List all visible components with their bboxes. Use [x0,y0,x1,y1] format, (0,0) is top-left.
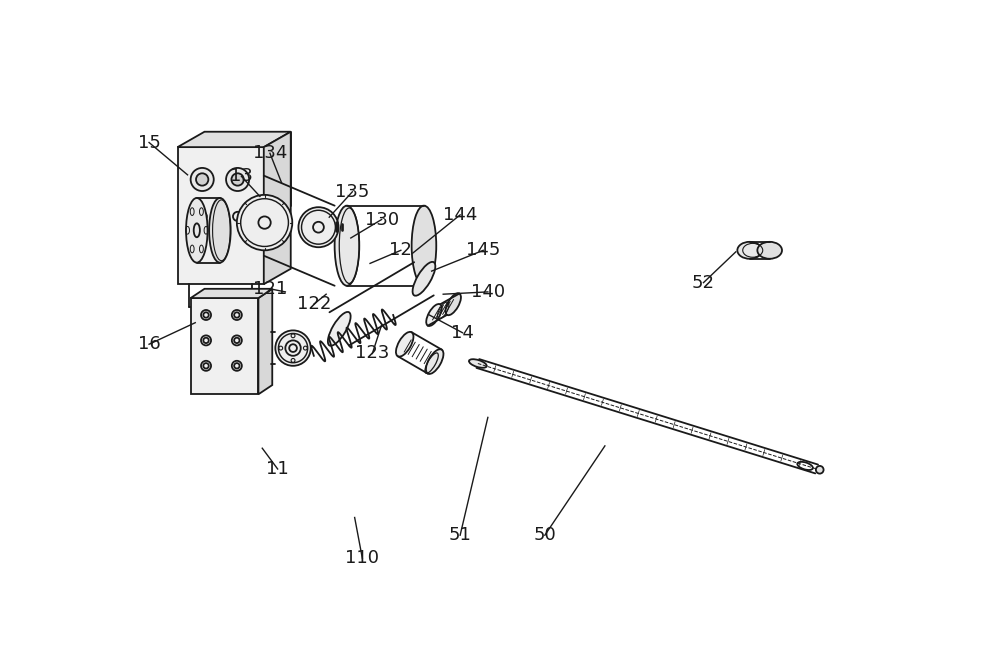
Polygon shape [264,132,291,284]
Text: 15: 15 [138,134,160,151]
Ellipse shape [396,332,413,356]
Polygon shape [191,289,272,298]
Text: 123: 123 [355,345,390,362]
Text: 135: 135 [335,183,370,201]
Text: 51: 51 [449,526,472,544]
Text: 145: 145 [466,241,500,259]
Text: 52: 52 [692,274,715,291]
Ellipse shape [412,206,436,286]
Ellipse shape [191,168,214,191]
Text: 134: 134 [253,144,287,162]
Text: 121: 121 [253,280,287,298]
Ellipse shape [226,168,249,191]
Polygon shape [191,298,258,394]
Polygon shape [178,147,264,284]
Ellipse shape [816,466,824,474]
Text: 14: 14 [451,324,474,342]
Ellipse shape [426,304,442,326]
Ellipse shape [231,174,244,185]
Ellipse shape [237,195,292,250]
Ellipse shape [328,312,351,346]
Text: 12: 12 [389,241,412,259]
Ellipse shape [757,242,782,259]
Text: 110: 110 [345,550,379,567]
Ellipse shape [196,174,208,185]
Polygon shape [258,289,272,394]
Text: 11: 11 [266,460,289,478]
Ellipse shape [186,198,208,263]
Text: 144: 144 [443,206,477,224]
Ellipse shape [445,293,461,315]
Text: 13: 13 [230,168,253,185]
Text: 122: 122 [297,295,331,313]
Ellipse shape [209,198,231,263]
Text: 140: 140 [471,283,505,301]
Ellipse shape [413,262,435,295]
Ellipse shape [275,330,311,365]
Ellipse shape [298,207,338,247]
Text: 130: 130 [365,210,399,229]
Text: 16: 16 [138,335,160,353]
Ellipse shape [335,206,359,286]
Polygon shape [178,132,291,147]
Ellipse shape [737,242,762,259]
Text: 50: 50 [533,526,556,544]
Ellipse shape [426,349,443,374]
Ellipse shape [469,359,487,368]
